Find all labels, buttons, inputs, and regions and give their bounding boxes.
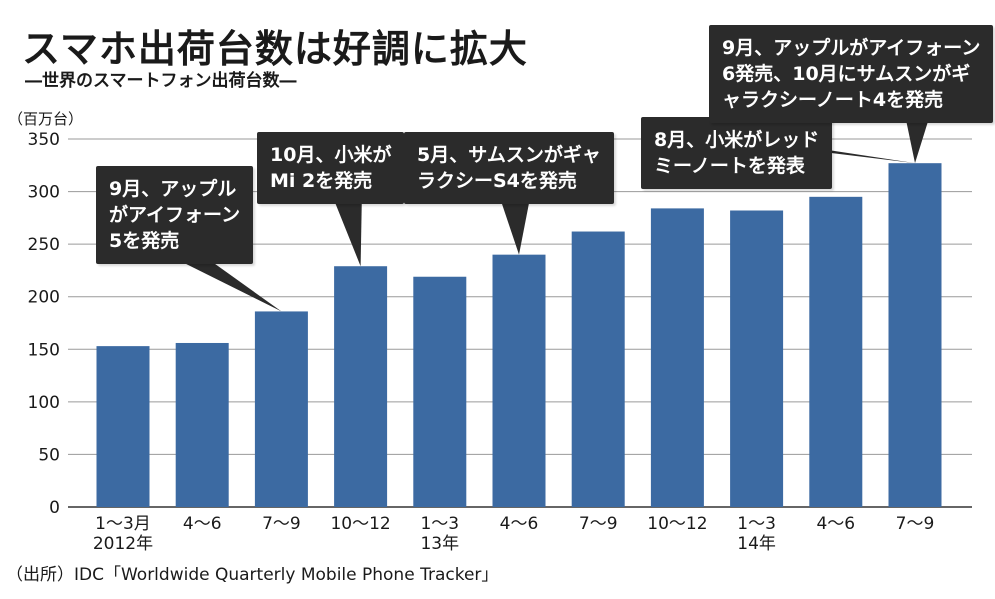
y-tick-label: 300 (28, 183, 60, 203)
bar (254, 311, 308, 507)
annotation-box: 9月、アップル がアイフォーン 5を発売 (96, 166, 254, 264)
x-tick-label: 7～9 (579, 514, 618, 534)
annotation-pointer (330, 190, 362, 267)
annotation-box: 10月、小米が Mi 2を発売 (257, 132, 405, 204)
x-tick-label: 10～12 (330, 514, 390, 534)
x-tick-sublabel: 2012年 (93, 534, 153, 554)
y-axis-label: （百万台） (8, 110, 83, 128)
y-tick-label: 200 (28, 288, 60, 308)
source-note: （出所）IDC「Worldwide Quarterly Mobile Phone… (6, 565, 499, 585)
y-tick-label: 100 (28, 393, 60, 413)
y-tick-label: 0 (49, 498, 60, 518)
x-tick-label: 1～3 (737, 514, 776, 534)
annotation-box: 9月、アップルがアイフォーン 6発売、10月にサムスンがギ ャラクシーノート4を… (709, 25, 994, 123)
y-tick-label: 250 (28, 235, 60, 255)
bar (888, 163, 942, 507)
x-tick-label: 1～3 (420, 514, 459, 534)
bar (96, 346, 150, 507)
y-tick-label: 50 (38, 445, 60, 465)
x-tick-label: 4～6 (183, 514, 222, 534)
chart-subtitle: ―世界のスマートフォン出荷台数― (25, 71, 297, 91)
bar (571, 231, 625, 508)
bar (730, 210, 784, 508)
x-tick-label: 7～9 (262, 514, 301, 534)
x-tick-label: 1～3月 (95, 514, 151, 534)
bar (809, 196, 863, 508)
bar (492, 254, 546, 507)
annotation-box: 8月、小米がレッド ミーノートを発表 (641, 117, 833, 189)
annotation-pointer (150, 246, 282, 312)
x-tick-label: 4～6 (500, 514, 539, 534)
x-tick-label: 7～9 (896, 514, 935, 534)
annotation-pointer (905, 115, 930, 164)
bar (413, 276, 467, 507)
y-tick-label: 350 (28, 130, 60, 150)
bar (175, 342, 229, 507)
bar (334, 266, 388, 507)
x-tick-sublabel: 13年 (420, 534, 459, 554)
annotation-pointer (500, 198, 530, 255)
annotation-box: 5月、サムスンがギャ ラクシーS4を発売 (404, 132, 614, 204)
y-tick-label: 150 (28, 340, 60, 360)
x-tick-label: 10～12 (647, 514, 707, 534)
chart-title: スマホ出荷台数は好調に拡大 (22, 26, 528, 71)
x-tick-label: 4～6 (816, 514, 855, 534)
x-tick-sublabel: 14年 (737, 534, 776, 554)
bar (650, 208, 704, 507)
